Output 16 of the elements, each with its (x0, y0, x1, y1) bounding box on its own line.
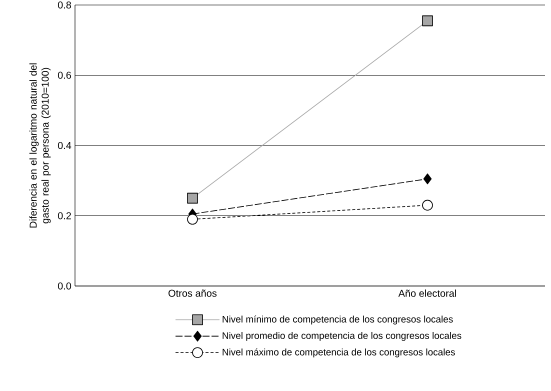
point (422, 15, 433, 26)
point (187, 192, 198, 204)
legend-label: Nivel máximo de competencia de los congresos locales (222, 348, 455, 358)
y-axis-title: Diferencia en el logaritmo natural del gasto real por persona (2010=100) (29, 63, 51, 228)
point (187, 214, 198, 225)
legend-label: Nivel promedio de competencia de los congresos locales (222, 332, 462, 341)
x-tick-label: Año electoral (398, 290, 456, 297)
x-tick-label: Otros años (168, 290, 217, 297)
y-tick-label: 0.2 (58, 212, 71, 220)
y-tick-label: 0.0 (58, 282, 72, 290)
point (423, 173, 432, 184)
y-tick-label: 0.4 (58, 142, 72, 150)
legend-label: Nivel mínimo de competencia de los congresos locales (222, 315, 453, 324)
y-tick-label: 0.8 (58, 1, 72, 9)
point (422, 200, 433, 211)
y-tick-label: 0.6 (58, 72, 72, 79)
